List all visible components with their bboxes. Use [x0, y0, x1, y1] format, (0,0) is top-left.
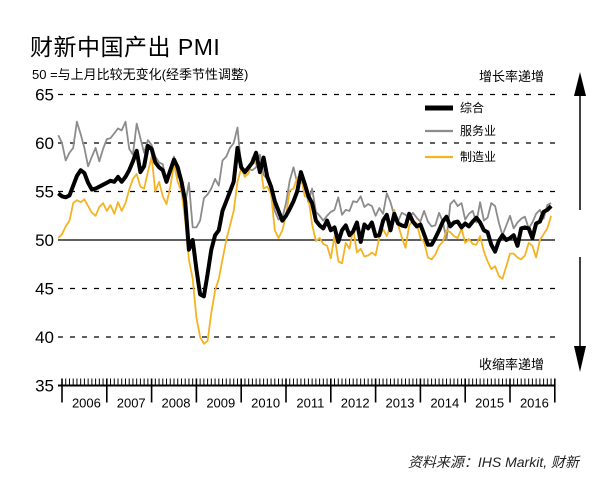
- x-tick-label: 2013: [386, 396, 415, 411]
- y-tick-label: 45: [35, 280, 54, 299]
- x-tick-label: 2009: [206, 396, 235, 411]
- y-tick-label: 40: [35, 328, 54, 347]
- x-tick-label: 2014: [430, 396, 459, 411]
- x-tick-label: 2016: [520, 396, 549, 411]
- x-tick-label: 2011: [296, 396, 324, 411]
- down-arrow-icon: [574, 346, 586, 372]
- x-tick-label: 2012: [341, 396, 370, 411]
- grid-lines: [58, 93, 555, 338]
- series-line-manufacturing: [57, 155, 552, 345]
- x-tick-label: 2006: [72, 396, 101, 411]
- series-lines: [57, 120, 553, 345]
- y-tick-label: 35: [35, 377, 54, 396]
- y-axis: 35 40 45 50 55 60 65: [35, 86, 54, 396]
- chart-title: 财新中国产出 PMI: [30, 34, 221, 60]
- y-tick-label: 65: [35, 86, 54, 105]
- legend-label-manufacturing: 制造业: [460, 150, 496, 164]
- source-note: 资料来源：IHS Markit, 财新: [407, 454, 579, 470]
- y-tick-label: 50: [35, 231, 54, 250]
- growth-increase-label: 增长率递增: [479, 69, 545, 84]
- y-tick-label: 55: [35, 183, 54, 202]
- y-tick-label: 60: [35, 134, 54, 153]
- chart-subtitle: 50 =与上月比较无变化(经季节性调整): [32, 67, 249, 82]
- up-arrow-icon: [574, 72, 586, 96]
- x-tick-label: 2010: [251, 396, 280, 411]
- contraction-increase-label: 收缩率递增: [479, 357, 545, 372]
- x-tick-label: 2008: [162, 396, 191, 411]
- x-tick-label: 2007: [117, 396, 146, 411]
- legend: 综合 服务业 制造业: [425, 100, 496, 164]
- direction-arrows: [574, 72, 586, 372]
- legend-label-composite: 综合: [460, 100, 484, 115]
- series-line-composite: [57, 143, 553, 299]
- x-axis: 2006 2007 2008 2009 2010 2011 2012 2013 2014 2015…: [58, 378, 556, 411]
- legend-label-services: 服务业: [460, 123, 496, 138]
- x-tick-label: 2015: [475, 396, 504, 411]
